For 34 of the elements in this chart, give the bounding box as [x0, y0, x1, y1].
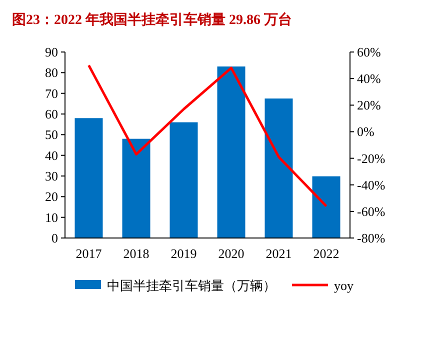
- bar: [217, 66, 246, 238]
- bar: [312, 176, 340, 238]
- y2-tick-label: 20%: [357, 98, 381, 113]
- bar: [170, 122, 198, 238]
- chart-title: 图23：2022 年我国半挂牵引车销量 29.86 万台: [12, 11, 292, 28]
- x-tick-label: 2022: [313, 246, 340, 261]
- x-tick-label: 2020: [218, 246, 244, 261]
- y2-tick-label: 60%: [357, 44, 381, 60]
- y-tick-label: 80: [45, 65, 58, 80]
- y2-tick-label: -20%: [357, 150, 386, 166]
- y-tick-label: 10: [45, 210, 58, 225]
- bar: [264, 98, 293, 238]
- legend-label: yoy: [334, 278, 354, 293]
- x-tick-label: 2018: [123, 246, 150, 261]
- x-tick-label: 2019: [170, 246, 197, 261]
- y2-tick-label: -60%: [357, 204, 386, 219]
- y2-tick-label: -80%: [357, 230, 386, 246]
- y2-tick-label: 40%: [357, 71, 381, 86]
- bar: [122, 138, 150, 238]
- y-tick-label: 90: [45, 44, 58, 60]
- legend-label: 中国半挂牵引车销量（万辆）: [107, 278, 276, 293]
- y-tick-label: 0: [52, 230, 58, 246]
- y-tick-label: 30: [45, 168, 58, 184]
- y-tick-label: 60: [45, 106, 58, 122]
- y2-tick-label: -40%: [357, 177, 386, 192]
- y-tick-label: 50: [45, 127, 58, 142]
- line-series: [88, 64, 328, 208]
- x-tick-label: 2017: [76, 246, 102, 261]
- bar: [74, 118, 103, 238]
- y-tick-label: 20: [45, 189, 58, 204]
- y2-tick-label: 0%: [357, 124, 374, 140]
- y-tick-label: 70: [45, 86, 58, 101]
- x-tick-label: 2021: [266, 246, 292, 261]
- y-tick-label: 40: [45, 148, 58, 163]
